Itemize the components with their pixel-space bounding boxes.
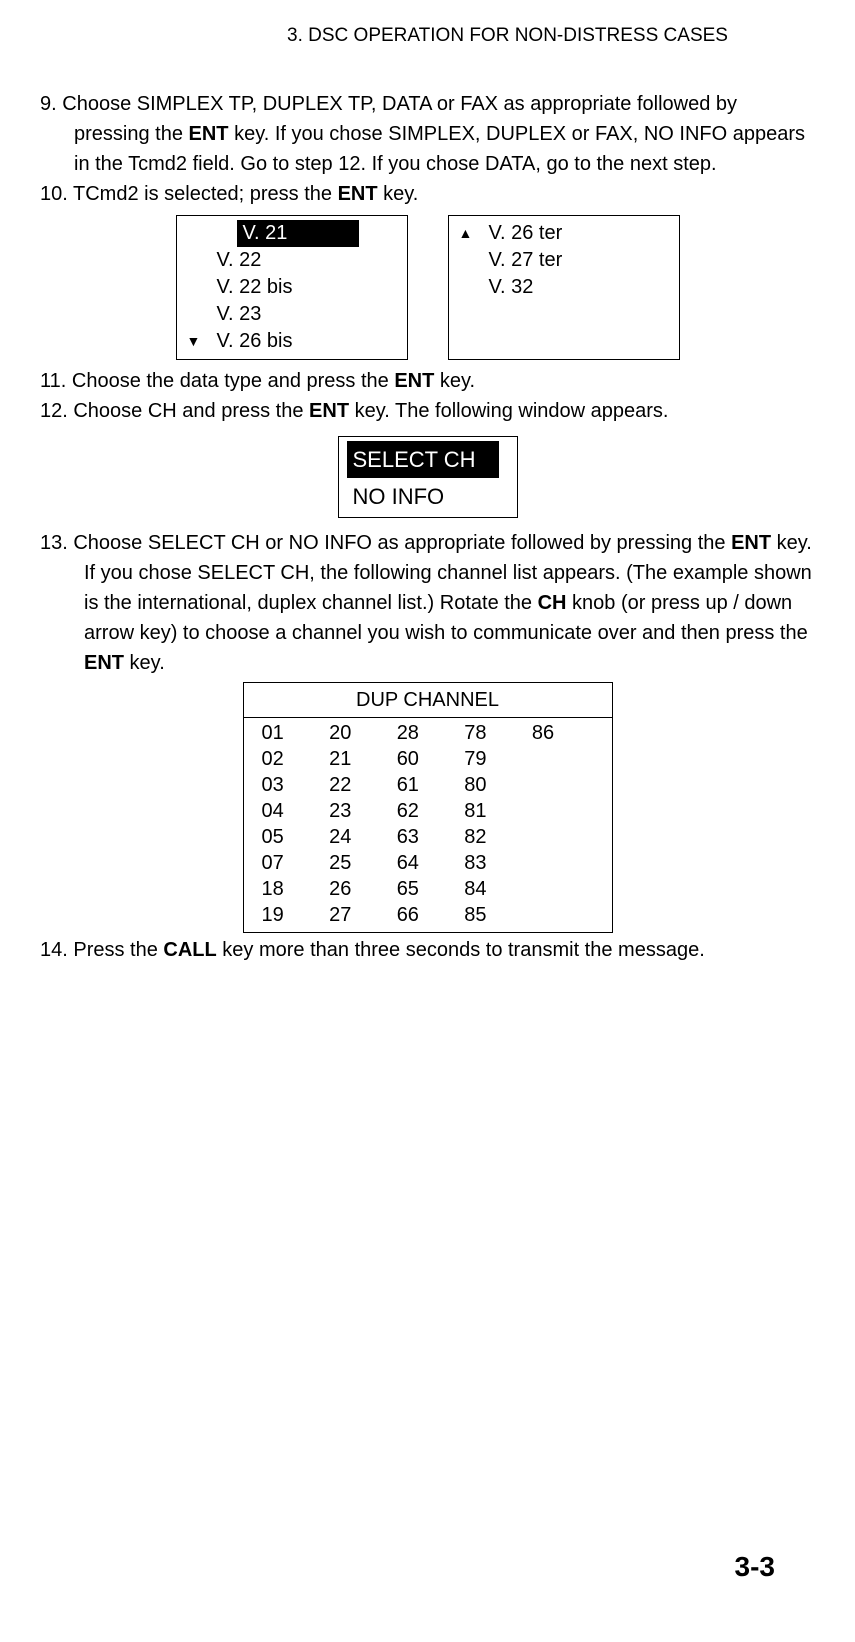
ch: 79: [464, 746, 532, 772]
step-12: 12. Choose CH and press the ENT key. The…: [40, 396, 815, 426]
ch: 63: [397, 824, 465, 850]
call-key: CALL: [163, 939, 216, 961]
step-num: 13.: [40, 532, 73, 554]
step-text: TCmd2 is selected; press the: [73, 183, 338, 205]
menu-item: ▼ V. 26 bis: [177, 328, 407, 355]
ent-key: ENT: [731, 532, 771, 554]
step-text: key.: [378, 183, 419, 205]
ent-key: ENT: [394, 370, 434, 392]
menu-item: V. 32: [449, 274, 679, 301]
step-num: 10.: [40, 183, 73, 205]
ent-key: ENT: [309, 400, 349, 422]
ch: 07: [262, 850, 330, 876]
menu-box-left: V. 21 V. 22 V. 22 bis V. 23 ▼ V. 26 bis: [176, 215, 408, 360]
menu-item: V. 23: [177, 301, 407, 328]
menu-label: V. 22 bis: [209, 274, 399, 301]
menu-item: V. 27 ter: [449, 247, 679, 274]
dup-col-3: 28 60 61 62 63 64 65 66: [397, 720, 465, 928]
menu-label: V. 23: [209, 301, 399, 328]
ch: 64: [397, 850, 465, 876]
ch: 18: [262, 876, 330, 902]
step-num: 12.: [40, 400, 73, 422]
step-text: Press the: [73, 939, 163, 961]
ch: 78: [464, 720, 532, 746]
step-14: 14. Press the CALL key more than three s…: [40, 935, 815, 965]
menu-box-right: ▲ V. 26 ter V. 27 ter V. 32: [448, 215, 680, 360]
menu-label: V. 32: [481, 274, 671, 301]
step-13: 13. Choose SELECT CH or NO INFO as appro…: [40, 528, 815, 678]
down-arrow-icon: ▼: [187, 332, 209, 351]
select-ch-option: SELECT CH: [347, 441, 499, 478]
ch: 28: [397, 720, 465, 746]
step-text: key.: [434, 370, 475, 392]
ch: 86: [532, 720, 600, 746]
step-text: key. The following window appears.: [349, 400, 668, 422]
ch: 61: [397, 772, 465, 798]
ch: 80: [464, 772, 532, 798]
ent-key: ENT: [338, 183, 378, 205]
ent-key: ENT: [84, 652, 124, 674]
ch: 83: [464, 850, 532, 876]
dup-col-2: 20 21 22 23 24 25 26 27: [329, 720, 397, 928]
dup-col-5: 86: [532, 720, 600, 928]
tcmd2-menus: V. 21 V. 22 V. 22 bis V. 23 ▼ V. 26 bis …: [40, 215, 815, 360]
menu-item: V. 21: [177, 220, 407, 247]
select-ch-box: SELECT CH NO INFO: [338, 436, 518, 518]
step-text: key.: [124, 652, 165, 674]
menu-item: ▲ V. 26 ter: [449, 220, 679, 247]
ch: 23: [329, 798, 397, 824]
step-11: 11. Choose the data type and press the E…: [40, 366, 815, 396]
no-info-option: NO INFO: [339, 478, 517, 517]
ch: 02: [262, 746, 330, 772]
step-text: key more than three seconds to transmit …: [217, 939, 705, 961]
step-text: Choose the data type and press the: [72, 370, 394, 392]
ch: 22: [329, 772, 397, 798]
step-text: Choose SELECT CH or NO INFO as appropria…: [73, 532, 731, 554]
ch: 20: [329, 720, 397, 746]
dup-channel-box: DUP CHANNEL 01 02 03 04 05 07 18 19 20 2…: [243, 682, 613, 933]
ch: 66: [397, 902, 465, 928]
ch: 65: [397, 876, 465, 902]
ch-key: CH: [538, 592, 567, 614]
dup-col-1: 01 02 03 04 05 07 18 19: [262, 720, 330, 928]
up-arrow-icon: ▲: [459, 224, 481, 243]
step-9: 9. Choose SIMPLEX TP, DUPLEX TP, DATA or…: [40, 89, 815, 179]
dup-columns: 01 02 03 04 05 07 18 19 20 21 22 23 24 2…: [244, 718, 612, 932]
dup-col-4: 78 79 80 81 82 83 84 85: [464, 720, 532, 928]
ch: 24: [329, 824, 397, 850]
ch: 26: [329, 876, 397, 902]
ch: 04: [262, 798, 330, 824]
step-text: Choose CH and press the: [73, 400, 309, 422]
step-10: 10. TCmd2 is selected; press the ENT key…: [40, 179, 815, 209]
ch: 19: [262, 902, 330, 928]
ent-key: ENT: [189, 123, 229, 145]
ch: 01: [262, 720, 330, 746]
ch: 05: [262, 824, 330, 850]
ch: 03: [262, 772, 330, 798]
ch: 62: [397, 798, 465, 824]
ch: 81: [464, 798, 532, 824]
menu-label: V. 22: [209, 247, 399, 274]
ch: 60: [397, 746, 465, 772]
ch: 82: [464, 824, 532, 850]
menu-item: V. 22 bis: [177, 274, 407, 301]
menu-item: V. 22: [177, 247, 407, 274]
step-num: 11.: [40, 370, 72, 392]
ch: 84: [464, 876, 532, 902]
menu-label: V. 26 bis: [209, 328, 399, 355]
page-header: 3. DSC OPERATION FOR NON-DISTRESS CASES: [40, 22, 815, 51]
ch: 21: [329, 746, 397, 772]
page-number: 3-3: [735, 1546, 775, 1588]
menu-label: V. 27 ter: [481, 247, 671, 274]
page: 3. DSC OPERATION FOR NON-DISTRESS CASES …: [40, 22, 815, 1612]
menu-label-selected: V. 21: [237, 220, 359, 247]
step-num: 14.: [40, 939, 73, 961]
dup-title: DUP CHANNEL: [244, 683, 612, 718]
ch: 85: [464, 902, 532, 928]
menu-label: V. 26 ter: [481, 220, 671, 247]
ch: 25: [329, 850, 397, 876]
ch: 27: [329, 902, 397, 928]
step-num: 9.: [40, 93, 62, 115]
